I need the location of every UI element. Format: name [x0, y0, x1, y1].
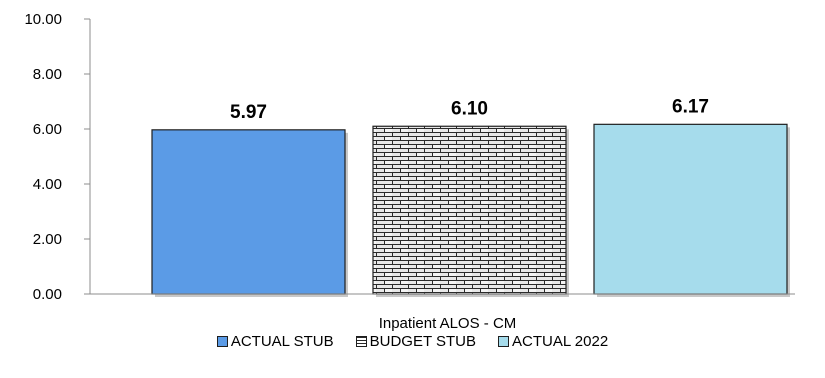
x-category-label: Inpatient ALOS - CM [379, 315, 517, 332]
legend-item-actual-2022: ACTUAL 2022 [498, 333, 608, 350]
y-tick-label: 10.00 [24, 11, 62, 28]
legend-label: ACTUAL 2022 [512, 332, 609, 350]
y-tick-label: 2.00 [33, 231, 62, 248]
bar-budget-stub [372, 125, 567, 295]
data-label: 5.97 [230, 102, 267, 123]
legend-swatch [498, 335, 510, 347]
data-label: 6.17 [672, 96, 709, 117]
y-tick-label: 0.00 [33, 286, 62, 303]
bar-actual-stub [151, 129, 346, 295]
bar-actual-2022 [593, 123, 788, 295]
legend-item-actual-stub: ACTUAL STUB [216, 332, 334, 350]
legend: ACTUAL STUB BUDGET STUB ACTUAL 2022 [0, 328, 825, 354]
data-label: 6.10 [451, 98, 488, 119]
legend-swatch [216, 335, 228, 347]
y-axis: 0.00 2.00 4.00 6.00 8.00 10.00 [24, 11, 91, 303]
y-tick-label: 8.00 [33, 66, 62, 83]
legend-label: ACTUAL STUB [230, 332, 334, 350]
y-tick-label: 4.00 [33, 176, 62, 193]
legend-label: BUDGET STUB [369, 332, 477, 350]
bars [151, 123, 790, 297]
y-tick-label: 6.00 [33, 121, 62, 138]
data-labels: 5.97 6.10 6.17 [230, 96, 709, 123]
x-axis: Inpatient ALOS - CM [90, 293, 795, 332]
legend-item-budget-stub: BUDGET STUB [355, 332, 477, 350]
legend-swatch [355, 335, 367, 347]
